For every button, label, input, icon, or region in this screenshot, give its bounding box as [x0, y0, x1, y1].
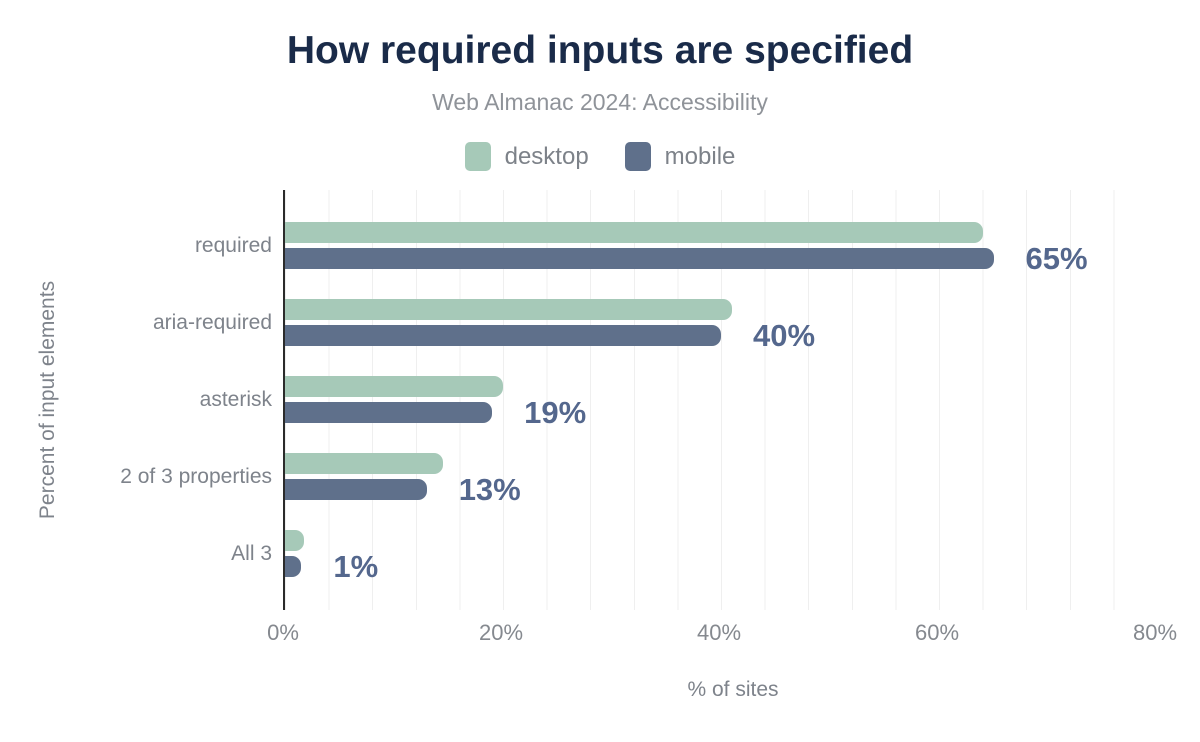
- bar-desktop-asterisk: [285, 376, 503, 397]
- bar-desktop-aria-required: [285, 299, 732, 320]
- x-tick-40: 40%: [696, 620, 742, 645]
- category-label-aria-required: aria-required: [152, 311, 272, 334]
- legend-label-desktop: desktop: [504, 142, 589, 170]
- x-tick-80: 80%: [1132, 620, 1178, 645]
- bar-desktop-2-of-3-properties: [285, 453, 444, 474]
- bar-desktop-required: [285, 222, 983, 243]
- bar-mobile-2-of-3-properties: [285, 479, 427, 500]
- bar-mobile-aria-required: [285, 325, 721, 346]
- desktop-swatch-icon: [464, 142, 491, 171]
- bar-mobile-required: [285, 248, 994, 269]
- y-axis-title: Percent of input elements: [36, 280, 59, 520]
- value-label-aria-required: 40%: [753, 318, 816, 353]
- category-label-2-of-3-properties: 2 of 3 properties: [120, 465, 272, 488]
- legend: desktop mobile: [0, 142, 1200, 171]
- category-label-all-3: All 3: [231, 542, 272, 565]
- value-label-required: 65%: [1025, 241, 1088, 276]
- category-label-asterisk: asterisk: [199, 388, 272, 411]
- x-tick-0: 0%: [267, 620, 299, 645]
- chart-title: How required inputs are specified: [286, 29, 914, 72]
- mobile-swatch-icon: [624, 142, 651, 171]
- legend-label-mobile: mobile: [664, 142, 736, 170]
- value-label-all-3: 1%: [333, 549, 379, 584]
- legend-item-desktop[interactable]: desktop: [464, 142, 589, 171]
- x-tick-20: 20%: [478, 620, 524, 645]
- x-tick-60: 60%: [914, 620, 960, 645]
- category-label-required: required: [194, 234, 272, 257]
- plot-area: 65% 40% 19% 13% 1%: [283, 190, 1157, 610]
- legend-item-mobile[interactable]: mobile: [624, 142, 736, 171]
- chart-subtitle: Web Almanac 2024: Accessibility: [432, 89, 768, 115]
- bar-mobile-asterisk: [285, 402, 493, 423]
- bar-desktop-all-3: [285, 530, 304, 551]
- bar-mobile-all-3: [285, 556, 302, 577]
- value-label-2-of-3-properties: 13%: [458, 472, 521, 507]
- value-label-asterisk: 19%: [524, 395, 587, 430]
- x-axis-title: % of sites: [687, 678, 779, 701]
